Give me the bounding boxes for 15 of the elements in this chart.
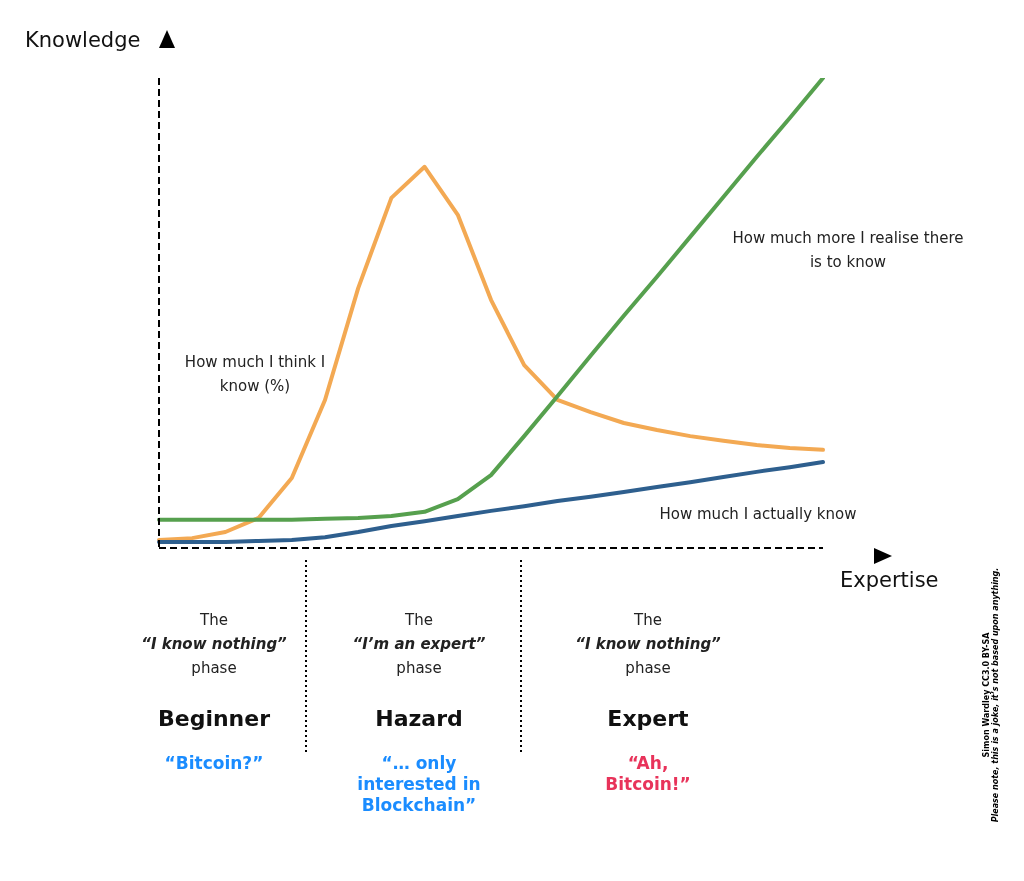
text: “Bitcoin?” bbox=[163, 753, 265, 774]
y-axis-title: Knowledge bbox=[25, 28, 141, 52]
text: “… only interested in Blockchain” bbox=[356, 753, 482, 816]
text: Beginner bbox=[156, 706, 272, 731]
series-label: How much I actually know bbox=[658, 504, 858, 525]
text: Hazard bbox=[374, 706, 464, 731]
text: The “I’m an expert” phase bbox=[351, 610, 487, 679]
text: The “I know nothing” phase bbox=[140, 610, 288, 679]
series-label: How much more I realise there is to know bbox=[731, 228, 965, 273]
x-axis-title: Expertise bbox=[840, 568, 939, 592]
text: The “I know nothing” phase bbox=[574, 610, 722, 679]
text: Expert bbox=[606, 706, 690, 731]
series-label: How much I think I know (%) bbox=[183, 352, 327, 397]
text: “Ah, Bitcoin!” bbox=[604, 753, 692, 795]
text: Simon Wardley CC3.0 BY-SA Please note, this is a joke, it’s not based upon anything. bbox=[982, 566, 1000, 825]
